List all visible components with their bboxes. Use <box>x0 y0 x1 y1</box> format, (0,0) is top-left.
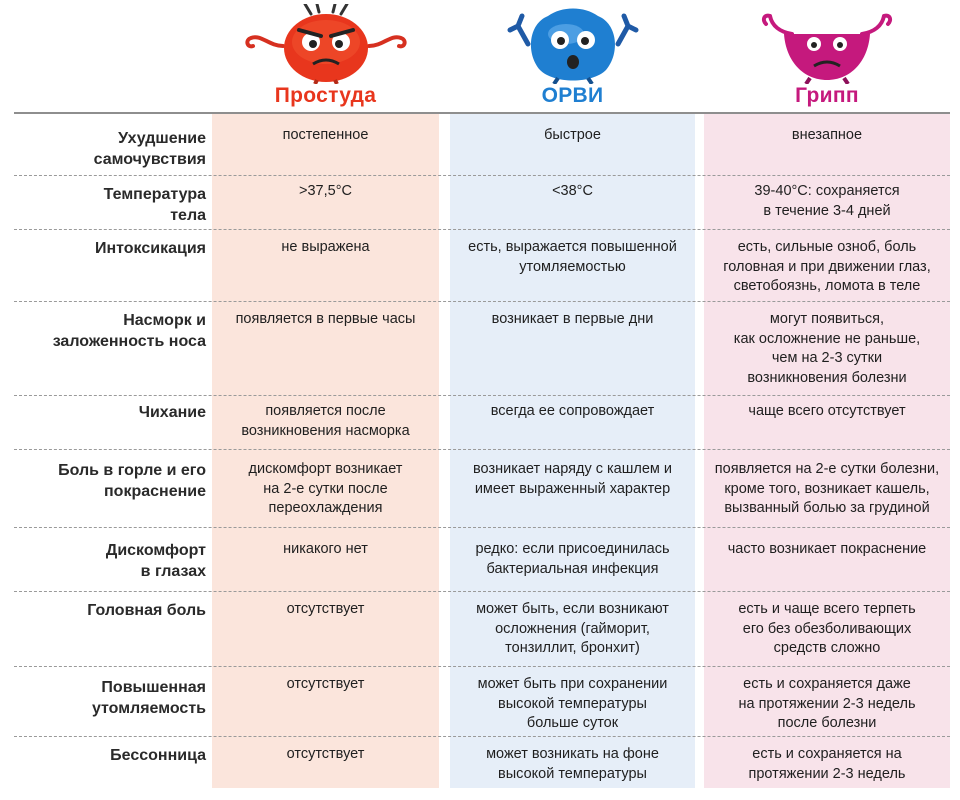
row-label: Боль в горле и его покраснение <box>58 462 206 500</box>
cell-flu: могут появиться, как осложнение не раньш… <box>733 311 921 386</box>
table-row: Боль в горле и его покраснение дискомфор… <box>14 450 950 528</box>
row-label: Насморк и заложенность носа <box>52 312 206 350</box>
cell-cold: появляется в первые часы <box>235 311 416 327</box>
table-row: Ухудшение самочувствия постепенное быстр… <box>14 114 950 176</box>
cell-flu: 39-40°С: сохраняется в течение 3-4 дней <box>754 183 900 219</box>
cell-cold: отсутствует <box>286 746 365 762</box>
table-row: Головная боль отсутствует может быть, ес… <box>14 592 950 667</box>
cell-flu: появляется на 2-е сутки болезни, кроме т… <box>714 461 940 516</box>
cell-orvi: всегда ее сопровождает <box>490 403 655 419</box>
cell-flu: часто возникает покраснение <box>727 541 927 557</box>
cell-cold: дискомфорт возникает на 2-е сутки после … <box>248 461 403 516</box>
table-row: Температура тела >37,5°С <38°С 39-40°С: … <box>14 176 950 230</box>
column-header-flu: Грипп <box>704 0 950 112</box>
cell-orvi: редко: если присоединилась бактериальная… <box>475 541 670 577</box>
cell-cold: отсутствует <box>286 676 365 692</box>
row-label: Дискомфорт в глазах <box>105 542 206 580</box>
cell-cold: отсутствует <box>286 601 365 617</box>
cell-cold: появляется после возникновения насморка <box>241 403 410 439</box>
row-label: Ухудшение самочувствия <box>93 130 206 168</box>
cell-orvi: возникает в первые дни <box>491 311 654 327</box>
cell-flu: есть, сильные озноб, боль головная и при… <box>723 239 931 294</box>
table-row: Повышенная утомляемость отсутствует може… <box>14 667 950 737</box>
column-header-cold: Простуда <box>212 0 439 112</box>
magenta-crab-virus-icon <box>761 13 893 84</box>
table-row: Бессонница отсутствует может возникать н… <box>14 737 950 788</box>
cell-cold: постепенное <box>282 127 369 143</box>
row-label: Температура тела <box>103 186 206 224</box>
cell-orvi: может возникать на фоне высокой температ… <box>486 746 659 782</box>
column-header-orvi: ОРВИ <box>450 0 695 112</box>
table-row: Интоксикация не выражена есть, выражаетс… <box>14 230 950 302</box>
table-row: Насморк и заложенность носа появляется в… <box>14 302 950 396</box>
red-angry-virus-icon <box>244 4 407 84</box>
cell-flu: чаще всего отсутствует <box>748 403 906 419</box>
row-label: Чихание <box>138 404 206 421</box>
cell-orvi: есть, выражается повышенной утомляемость… <box>468 239 677 275</box>
cell-flu: есть и чаще всего терпеть его без обезбо… <box>738 601 916 656</box>
cell-flu: внезапное <box>791 127 863 143</box>
cell-flu: есть и сохраняется на протяжении 2-3 нед… <box>748 746 906 782</box>
row-label: Головная боль <box>87 602 206 619</box>
cell-orvi: может быть, если возникают осложнения (г… <box>476 601 669 656</box>
cell-cold: никакого нет <box>283 541 368 557</box>
cell-orvi: может быть при сохранении высокой темпер… <box>477 676 668 731</box>
blue-virus-icon <box>507 8 638 84</box>
column-title-orvi: ОРВИ <box>541 84 604 107</box>
column-band-flu <box>704 112 950 788</box>
cell-orvi: быстрое <box>544 127 601 143</box>
row-label: Интоксикация <box>94 240 206 257</box>
column-title-cold: Простуда <box>274 84 377 107</box>
table-row: Дискомфорт в глазах никакого нет редко: … <box>14 528 950 592</box>
table-row: Чихание появляется после возникновения н… <box>14 396 950 450</box>
cell-orvi: <38°С <box>552 183 593 199</box>
cell-cold: >37,5°С <box>299 183 352 199</box>
cell-cold: не выражена <box>281 239 370 255</box>
row-label: Повышенная утомляемость <box>91 679 206 717</box>
row-label: Бессонница <box>110 747 206 764</box>
cell-orvi: возникает наряду с кашлем и имеет выраже… <box>473 461 672 497</box>
header-divider <box>14 112 950 114</box>
column-band-cold <box>212 112 439 788</box>
cell-flu: есть и сохраняется даже на протяжении 2-… <box>738 676 916 731</box>
column-title-flu: Грипп <box>795 84 859 107</box>
column-band-orvi <box>450 112 695 788</box>
